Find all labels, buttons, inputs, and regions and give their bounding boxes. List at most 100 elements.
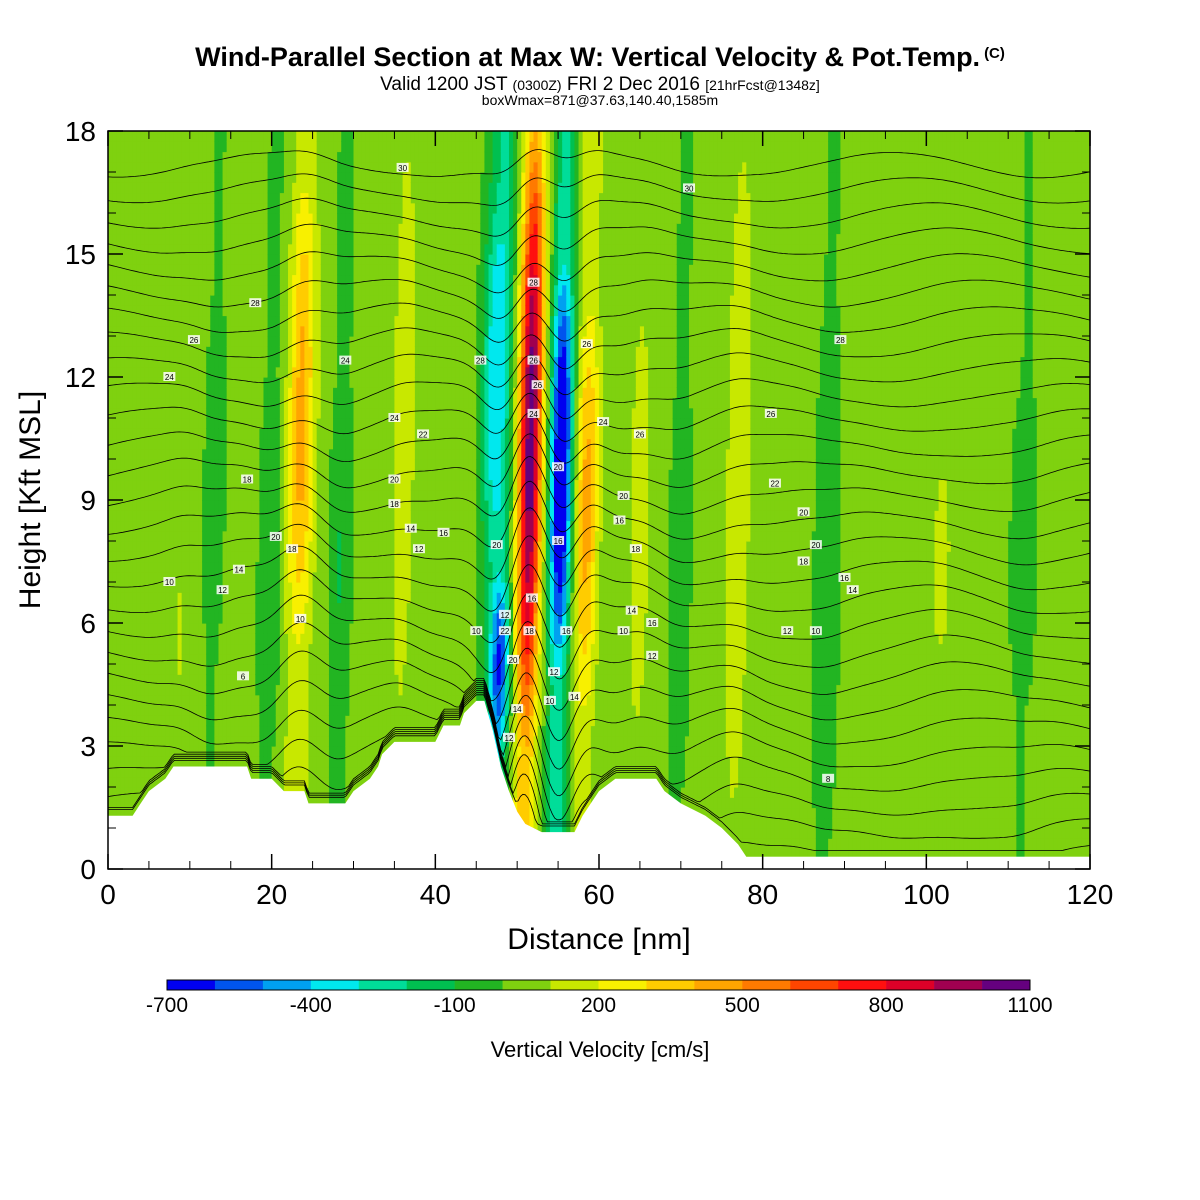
velocity-cell xyxy=(324,612,330,624)
velocity-cell xyxy=(283,418,289,429)
velocity-cell xyxy=(337,571,342,583)
velocity-cell xyxy=(279,459,285,470)
velocity-cell xyxy=(108,233,113,245)
velocity-cell xyxy=(157,243,162,255)
velocity-cell xyxy=(210,684,215,696)
velocity-cell xyxy=(136,500,142,511)
velocity-cell xyxy=(357,243,363,255)
velocity-cell xyxy=(373,438,379,450)
velocity-cell xyxy=(112,151,117,163)
velocity-cell xyxy=(128,182,134,194)
velocity-cell xyxy=(161,694,166,706)
velocity-cell xyxy=(283,172,289,183)
velocity-cell xyxy=(251,602,256,614)
velocity-cell xyxy=(181,459,187,470)
velocity-cell xyxy=(341,623,346,634)
velocity-cell xyxy=(230,735,236,747)
velocity-cell xyxy=(136,141,142,153)
velocity-cell xyxy=(337,161,342,173)
velocity-cell xyxy=(316,448,322,460)
velocity-cell xyxy=(218,397,224,409)
velocity-cell xyxy=(341,243,346,255)
velocity-cell xyxy=(345,459,351,470)
velocity-cell xyxy=(324,479,330,491)
velocity-cell xyxy=(369,284,375,296)
velocity-cell xyxy=(112,612,117,624)
velocity-cell xyxy=(202,459,207,470)
velocity-cell xyxy=(108,787,113,798)
velocity-cell xyxy=(148,592,154,604)
velocity-cell xyxy=(304,295,310,306)
velocity-cell xyxy=(316,541,322,552)
velocity-cell xyxy=(169,561,175,573)
velocity-cell xyxy=(275,284,281,296)
velocity-cell xyxy=(324,459,330,470)
velocity-cell xyxy=(144,489,150,501)
velocity-cell xyxy=(378,541,383,552)
velocity-cell xyxy=(161,284,166,296)
velocity-cell xyxy=(247,264,252,276)
velocity-cell xyxy=(185,725,191,737)
velocity-cell xyxy=(226,448,232,460)
velocity-cell xyxy=(382,182,387,194)
velocity-cell xyxy=(144,459,150,470)
velocity-cell xyxy=(198,653,203,665)
velocity-cell xyxy=(173,284,179,296)
velocity-cell xyxy=(353,438,359,450)
velocity-cell xyxy=(148,315,154,327)
velocity-cell xyxy=(238,264,244,276)
velocity-cell xyxy=(382,489,387,501)
velocity-cell xyxy=(185,612,191,624)
velocity-cell xyxy=(165,356,170,368)
velocity-cell xyxy=(136,418,142,429)
velocity-cell xyxy=(345,653,351,665)
velocity-cell xyxy=(337,684,342,696)
velocity-cell xyxy=(251,551,256,563)
velocity-cell xyxy=(140,284,146,296)
velocity-cell xyxy=(386,592,391,604)
velocity-cell xyxy=(206,684,211,696)
velocity-cell xyxy=(140,438,146,450)
velocity-cell xyxy=(373,346,379,358)
velocity-cell xyxy=(234,336,240,347)
velocity-cell xyxy=(108,592,113,604)
velocity-cell xyxy=(263,459,269,470)
velocity-cell xyxy=(169,459,175,470)
velocity-cell xyxy=(373,223,379,235)
velocity-cell xyxy=(378,141,383,153)
velocity-cell xyxy=(193,377,199,388)
velocity-cell xyxy=(193,305,199,317)
velocity-cell xyxy=(255,551,260,563)
velocity-cell xyxy=(202,428,207,440)
velocity-cell xyxy=(251,643,256,655)
velocity-cell xyxy=(202,633,207,645)
velocity-cell xyxy=(243,151,248,163)
velocity-cell xyxy=(238,520,244,532)
velocity-cell xyxy=(300,418,305,429)
velocity-cell xyxy=(226,305,232,317)
velocity-cell xyxy=(108,746,113,757)
velocity-cell xyxy=(259,284,265,296)
velocity-cell xyxy=(333,213,338,224)
velocity-cell xyxy=(353,325,359,337)
velocity-cell xyxy=(324,213,330,224)
velocity-cell xyxy=(128,602,134,614)
velocity-cell xyxy=(279,325,285,337)
velocity-cell xyxy=(267,161,273,173)
velocity-cell xyxy=(328,664,334,675)
velocity-cell xyxy=(210,674,215,686)
velocity-cell xyxy=(206,418,211,429)
velocity-cell xyxy=(206,623,211,634)
velocity-cell xyxy=(169,243,175,255)
velocity-cell xyxy=(165,202,170,214)
velocity-cell xyxy=(140,428,146,440)
velocity-cell xyxy=(378,418,383,429)
velocity-cell xyxy=(337,418,342,429)
velocity-cell xyxy=(161,397,166,409)
velocity-cell xyxy=(296,510,301,522)
velocity-cell xyxy=(128,264,134,276)
velocity-cell xyxy=(361,612,367,624)
velocity-cell xyxy=(255,407,260,419)
velocity-cell xyxy=(324,561,330,573)
velocity-cell xyxy=(189,377,195,388)
